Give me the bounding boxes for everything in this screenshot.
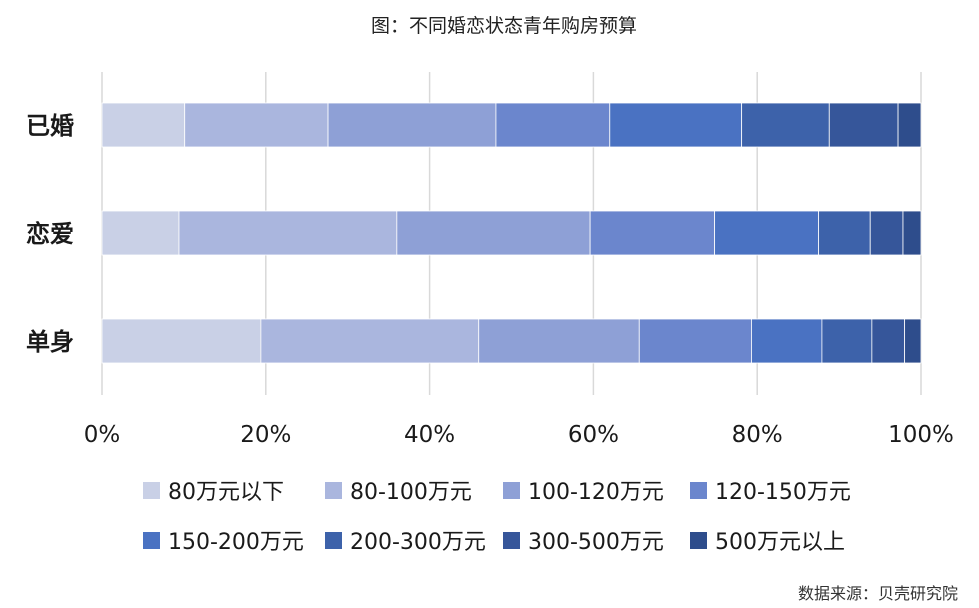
x-tick-label: 100% [888,422,954,448]
legend-swatch [143,532,160,549]
legend-swatch [143,482,160,499]
x-tick-label: 60% [568,422,619,448]
bar-segment [260,318,480,364]
bar-segment [101,318,262,364]
bar-segment [184,102,329,148]
bar-segment [751,318,823,364]
legend-label: 200-300万元 [350,530,486,555]
bar-segment [396,210,591,256]
x-tick-label: 40% [404,422,455,448]
x-tick-label: 80% [732,422,783,448]
chart-title: 图：不同婚恋状态青年购房预算 [371,15,637,37]
category-label: 恋爱 [26,220,74,248]
legend: 80万元以下 80-100万元 100-120万元 120-150万元 150-200万… [143,480,851,555]
legend-swatch [503,532,520,549]
bars [101,102,922,364]
bar-segment [101,210,180,256]
x-tick-label: 0% [84,422,121,448]
bar-segment [495,102,611,148]
bar-segment [589,210,716,256]
legend-label: 80-100万元 [350,480,472,505]
category-label: 已婚 [26,112,74,140]
legend-label: 150-200万元 [168,530,304,555]
bar-segment [327,102,497,148]
legend-swatch [503,482,520,499]
bar-segment [869,210,904,256]
bar-segment [714,210,820,256]
category-label: 单身 [26,328,74,356]
bar-segment [897,102,922,148]
bar-segment [821,318,873,364]
bar-segment [638,318,752,364]
bar-segment [904,318,922,364]
legend-swatch [325,532,342,549]
legend-label: 80万元以下 [168,480,284,505]
bar-segment [871,318,906,364]
x-tick-label: 20% [240,422,291,448]
legend-swatch [325,482,342,499]
bar-segment [741,102,830,148]
legend-label: 100-120万元 [528,480,664,505]
legend-label: 120-150万元 [715,480,851,505]
bar-segment [828,102,899,148]
legend-swatch [690,532,707,549]
legend-swatch [690,482,707,499]
bar-segment [609,102,743,148]
source-note: 数据来源：贝壳研究院 [798,584,958,603]
bar-segment [178,210,398,256]
legend-label: 300-500万元 [528,530,664,555]
bar-segment [818,210,871,256]
bar-segment [101,102,186,148]
bar-segment [478,318,640,364]
x-tick-labels: 0% 20% 40% 60% 80% 100% [84,422,954,448]
legend-label: 500万元以上 [715,530,845,555]
bar-segment [902,210,922,256]
